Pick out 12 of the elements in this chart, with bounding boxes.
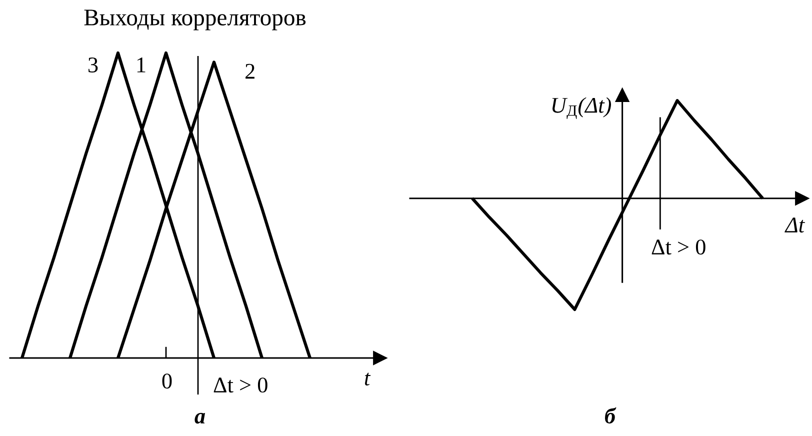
chart-title: Выходы корреляторов (84, 10, 306, 30)
series-label: 3 (88, 58, 98, 72)
annotation: Δt > 0 (652, 240, 706, 255)
series-label: 2 (246, 64, 254, 79)
text: а (194, 412, 206, 424)
text: б (604, 407, 616, 424)
x-axis-title: Δt (784, 218, 805, 233)
x-axis-title: t (364, 372, 371, 386)
text: 0 (162, 374, 172, 389)
y-axis-title: U$_{Д}$(Δt) (552, 97, 612, 119)
text: Δt > 0 (214, 378, 268, 393)
series-label: 1 (137, 58, 146, 72)
